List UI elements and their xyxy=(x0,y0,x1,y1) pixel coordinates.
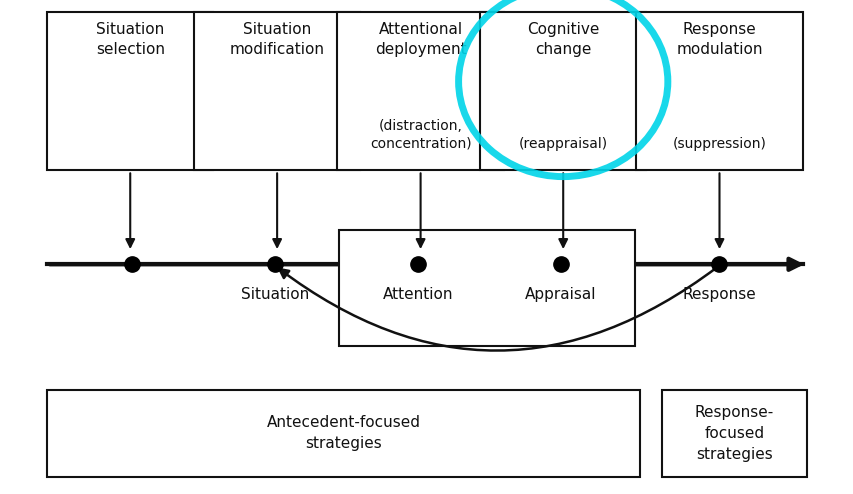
Bar xyxy=(635,12,802,170)
Text: Situation
selection: Situation selection xyxy=(96,22,165,57)
Bar xyxy=(47,12,213,170)
Text: (suppression): (suppression) xyxy=(672,137,765,151)
Text: Response-
focused
strategies: Response- focused strategies xyxy=(694,405,773,462)
Text: Cognitive
change: Cognitive change xyxy=(526,22,599,57)
Bar xyxy=(194,12,360,170)
Text: Attention: Attention xyxy=(383,287,453,301)
Text: Situation: Situation xyxy=(241,287,309,301)
Text: Appraisal: Appraisal xyxy=(525,287,596,301)
Text: (reappraisal): (reappraisal) xyxy=(518,137,607,151)
Bar xyxy=(479,12,646,170)
Bar xyxy=(337,12,503,170)
Bar xyxy=(47,390,640,477)
Bar xyxy=(661,390,806,477)
Text: Antecedent-focused
strategies: Antecedent-focused strategies xyxy=(266,415,421,452)
Text: Response: Response xyxy=(682,287,755,301)
Text: Attentional
deployment: Attentional deployment xyxy=(374,22,466,57)
Text: Situation
modification: Situation modification xyxy=(229,22,324,57)
Text: Response
modulation: Response modulation xyxy=(676,22,762,57)
Bar xyxy=(339,230,635,346)
Text: (distraction,
concentration): (distraction, concentration) xyxy=(369,120,471,151)
